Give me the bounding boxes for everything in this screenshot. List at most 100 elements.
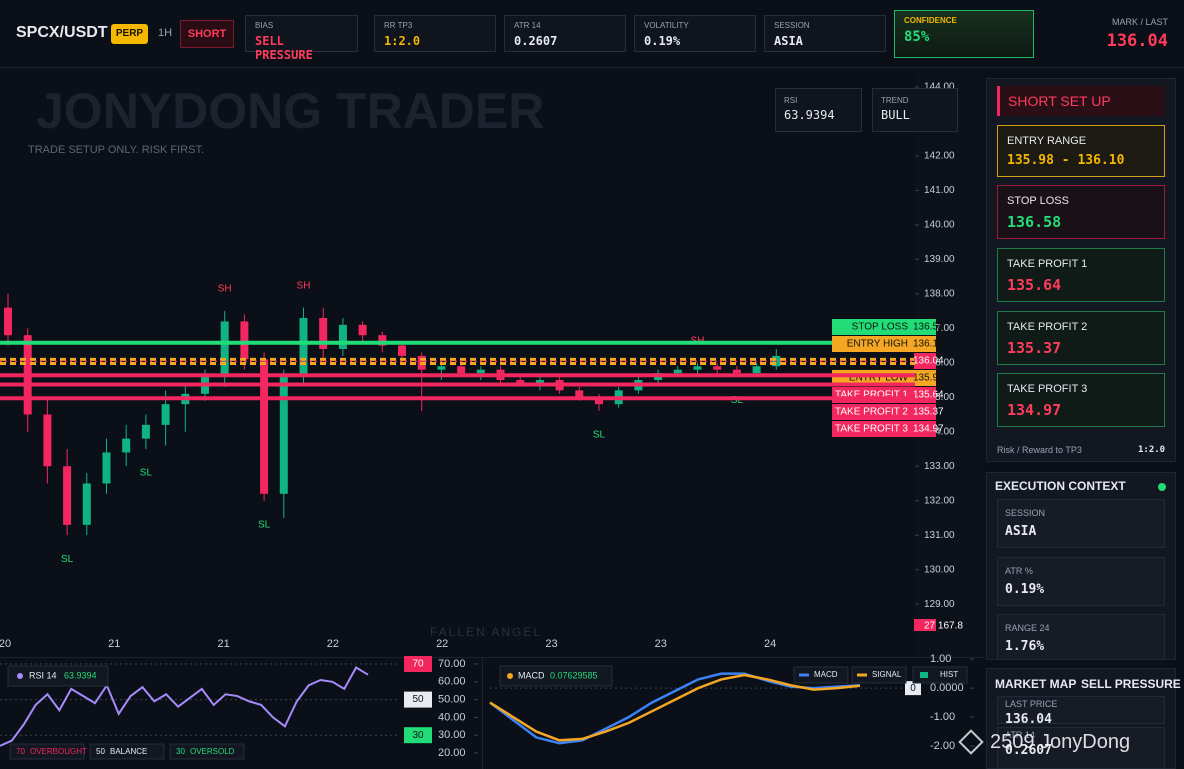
candle-body bbox=[398, 345, 406, 356]
stat-value: ASIA bbox=[774, 34, 803, 48]
candle-body bbox=[752, 366, 761, 374]
rsi-legend-value: 63.9394 bbox=[64, 670, 97, 680]
rr-label: Risk / Reward to TP3 bbox=[997, 445, 1082, 455]
macd-legend-name: HIST bbox=[940, 670, 958, 679]
rsi-legend-bg bbox=[7, 665, 109, 687]
y-tick-label: 141.00 bbox=[924, 185, 955, 196]
item-label: TAKE PROFIT 2 bbox=[1007, 321, 1088, 333]
candle-body bbox=[693, 366, 702, 370]
candle-body bbox=[732, 369, 741, 374]
item-label: LAST PRICE bbox=[1005, 699, 1058, 709]
macd-line bbox=[489, 673, 861, 742]
macd-legend-swatch bbox=[920, 672, 928, 678]
y-tick-label: 131.00 bbox=[924, 530, 955, 541]
map-item: ATR 14 0.2607 bbox=[997, 727, 1165, 769]
map-item: LAST PRICE 136.04 bbox=[997, 696, 1165, 727]
candle-body bbox=[260, 359, 269, 494]
candle-body bbox=[575, 390, 584, 398]
swing-marker: SL bbox=[731, 395, 744, 406]
level-value-bg bbox=[914, 387, 936, 403]
candle-body bbox=[516, 380, 525, 384]
level-tag bbox=[832, 319, 936, 335]
rsi-level-tag bbox=[404, 727, 432, 744]
level-name: TAKE PROFIT 2 bbox=[835, 407, 908, 418]
trend-box: TREND BULL bbox=[872, 88, 958, 132]
stat-label: RR TP3 bbox=[384, 21, 413, 30]
stat: SESSION ASIA bbox=[764, 15, 886, 52]
item-label: ATR % bbox=[1005, 566, 1033, 576]
level-value: 134.97 bbox=[913, 424, 944, 435]
y-tick-label: 136.00 bbox=[924, 357, 955, 368]
item-value: 136.04 bbox=[1005, 712, 1052, 727]
item-label: RANGE 24 bbox=[1005, 623, 1050, 633]
x-tick-label: 23 bbox=[545, 638, 557, 650]
level-value-bg bbox=[914, 353, 936, 369]
x-tick-label: 21 bbox=[217, 638, 229, 650]
level-name: TAKE PROFIT 3 bbox=[835, 424, 908, 435]
stat-value: 0.19% bbox=[644, 34, 681, 48]
setup-item: ENTRY RANGE 135.98 - 136.10 bbox=[997, 125, 1165, 177]
y-tick-label: 135.00 bbox=[924, 392, 955, 403]
x-tick-label: 20 bbox=[0, 638, 11, 650]
level-name: ENTRY HIGH bbox=[847, 339, 908, 350]
candle-body bbox=[713, 366, 722, 370]
level-value-bg bbox=[914, 336, 936, 352]
stat-label: BIAS bbox=[255, 21, 274, 30]
level-value: 135.37 bbox=[913, 407, 944, 418]
rsi-tick-label: 40.00 bbox=[438, 711, 466, 723]
candle-body bbox=[141, 424, 150, 439]
item-value: ASIA bbox=[1005, 524, 1037, 539]
setup-item: TAKE PROFIT 3 134.97 bbox=[997, 373, 1165, 427]
candle-body bbox=[476, 369, 485, 374]
rsi-tick-label: 70.00 bbox=[438, 658, 466, 670]
box-value: BULL bbox=[881, 108, 910, 122]
candle-body bbox=[338, 324, 347, 349]
item-value: 134.97 bbox=[1007, 401, 1062, 419]
setup-item: TAKE PROFIT 2 135.37 bbox=[997, 311, 1165, 365]
level-tag bbox=[832, 404, 936, 420]
timeframe: 1H bbox=[158, 27, 173, 39]
panel-title: MARKET MAP bbox=[995, 677, 1077, 691]
y-tick-label: 140.00 bbox=[924, 220, 955, 231]
rsi-badge bbox=[89, 743, 165, 760]
level-value-bg bbox=[914, 404, 936, 420]
candle-body bbox=[43, 414, 52, 467]
rsi-badge-name: OVERSOLD bbox=[190, 747, 235, 756]
macd-value: 0.07629585 bbox=[550, 670, 598, 680]
item-label: TAKE PROFIT 3 bbox=[1007, 383, 1088, 395]
watermark: JONYDONG TRADER bbox=[36, 83, 544, 139]
rsi-tick-label: 50.00 bbox=[438, 694, 466, 706]
level-value-bg bbox=[914, 370, 936, 386]
candle-body bbox=[122, 438, 131, 453]
setup-item: TAKE PROFIT 1 135.64 bbox=[997, 248, 1165, 302]
stat: VOLATILITY 0.19% bbox=[634, 15, 756, 52]
macd-tick-label: -1.00 bbox=[930, 711, 955, 723]
item-value: 0.2607 bbox=[1005, 743, 1052, 758]
rsi-tick-label: 60.00 bbox=[438, 676, 466, 688]
x-tick-label: 22 bbox=[436, 638, 448, 650]
macd-value-bg bbox=[499, 665, 613, 687]
candle-body bbox=[358, 324, 367, 336]
mark-value: 136.04 bbox=[1106, 31, 1168, 51]
stat: ATR 14 0.2607 bbox=[504, 15, 626, 52]
macd-value-dot bbox=[507, 673, 513, 679]
rsi-level-value: 50 bbox=[412, 694, 424, 705]
level-name: TAKE PROFIT 1 bbox=[835, 390, 908, 401]
item-value: 135.64 bbox=[1007, 276, 1062, 294]
macd-value-name: MACD bbox=[518, 670, 545, 680]
status-dot bbox=[1158, 483, 1166, 491]
level-value: 135.64 bbox=[913, 390, 944, 401]
box-value: 63.9394 bbox=[784, 108, 835, 122]
rsi-box: RSI 63.9394 bbox=[775, 88, 862, 132]
y-tick-label: 134.00 bbox=[924, 426, 955, 437]
candle-body bbox=[161, 404, 170, 425]
level-value: 136.58 bbox=[913, 322, 944, 333]
x-tick-label: 22 bbox=[327, 638, 339, 650]
stat: RR TP3 1:2.0 bbox=[374, 15, 496, 52]
item-label: SESSION bbox=[1005, 508, 1046, 518]
y-tick-label: 130.00 bbox=[924, 564, 955, 575]
volume-label: 27 167.8 bbox=[924, 621, 963, 632]
rsi-badge-value: 70 bbox=[16, 747, 25, 756]
context-item: SESSION ASIA bbox=[997, 499, 1165, 548]
